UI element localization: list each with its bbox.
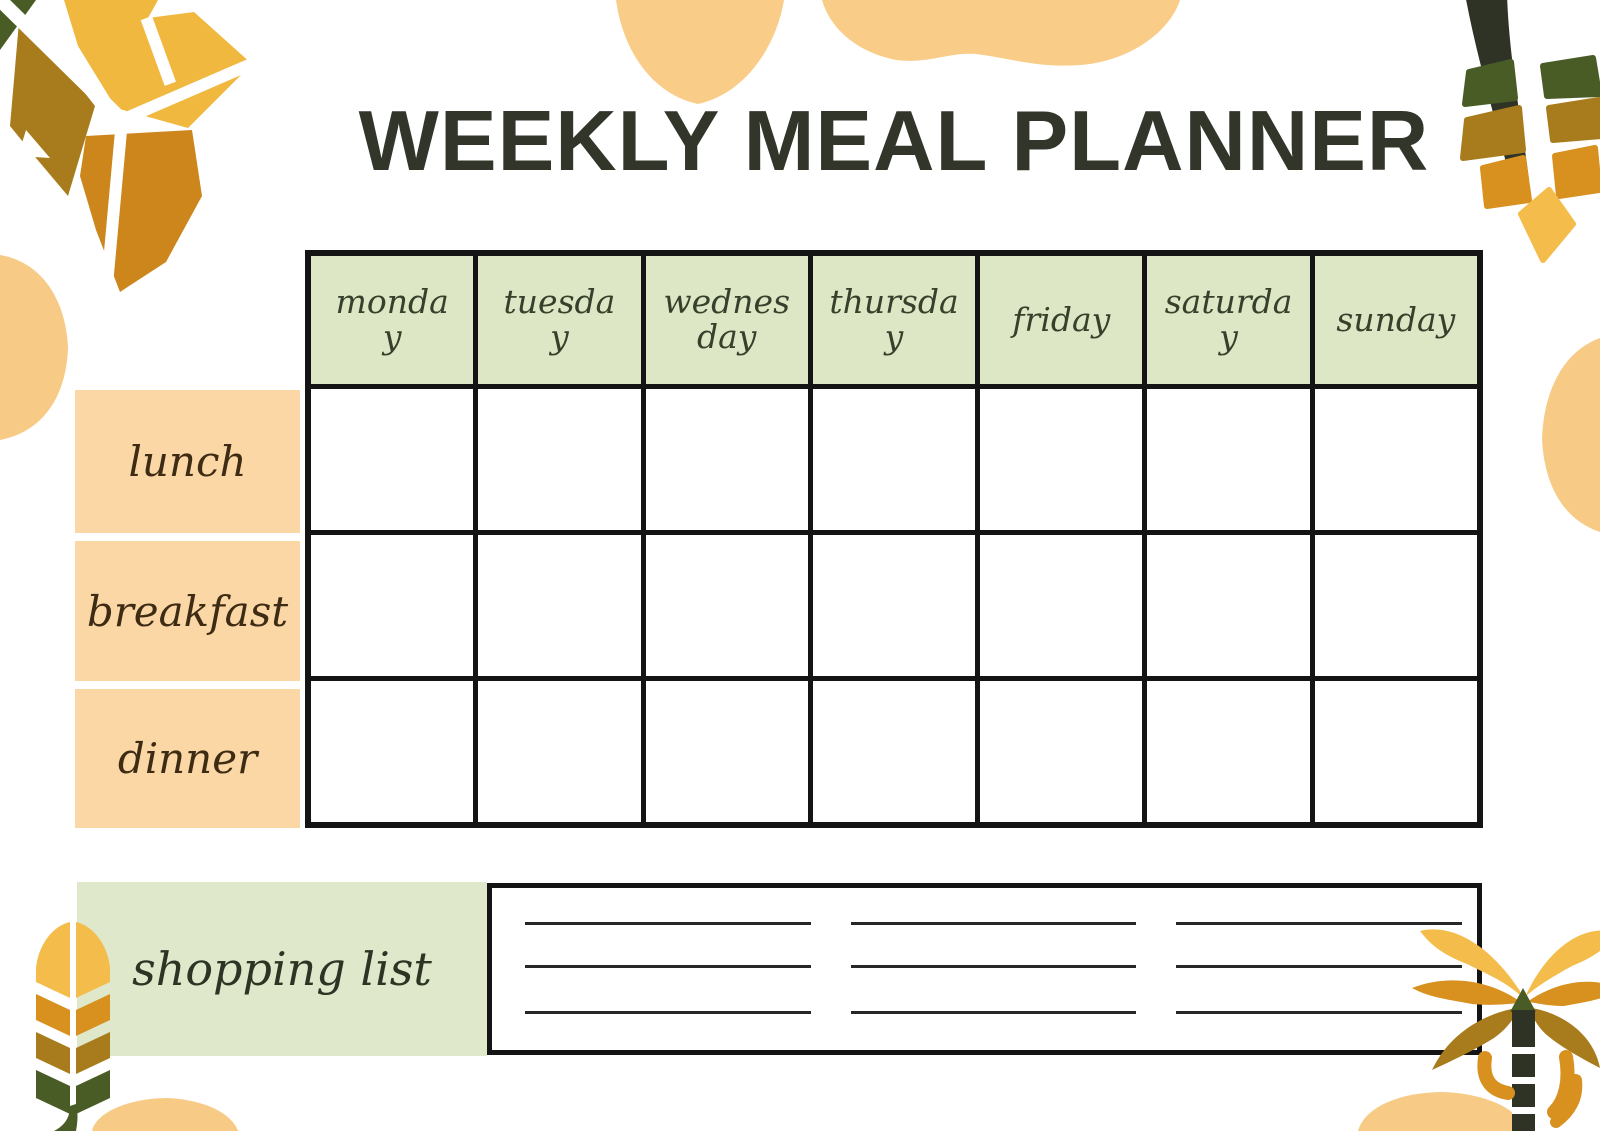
cell-friday-dinner[interactable] <box>980 681 1143 822</box>
cell-sunday-lunch[interactable] <box>1314 389 1477 530</box>
row-label-dinner: dinner <box>75 689 300 828</box>
peach-blob-right <box>1542 338 1600 532</box>
shopping-list-label: shopping list <box>77 882 487 1056</box>
day-header-sunday: sunday <box>1314 256 1477 384</box>
cell-wednesday-lunch[interactable] <box>645 389 808 530</box>
peach-blob-top-2 <box>822 0 1180 66</box>
shopping-line-7[interactable] <box>525 968 811 1014</box>
row-label-lunch: lunch <box>75 390 300 533</box>
cell-thursday-breakfast[interactable] <box>812 535 976 676</box>
shopping-line-3[interactable] <box>1176 888 1462 925</box>
shopping-line-8[interactable] <box>850 968 1137 1014</box>
cell-saturday-dinner[interactable] <box>1147 681 1310 822</box>
cell-monday-dinner[interactable] <box>311 681 474 822</box>
cell-friday-breakfast[interactable] <box>980 535 1143 676</box>
cell-tuesday-lunch[interactable] <box>478 389 641 530</box>
day-header-tuesday: tuesday <box>478 256 641 384</box>
cell-tuesday-dinner[interactable] <box>478 681 641 822</box>
day-header-monday: monday <box>311 256 474 384</box>
row-label-breakfast: breakfast <box>75 541 300 681</box>
page-title: WEEKLY MEAL PLANNER <box>358 94 1430 189</box>
peach-blob-bottom-left <box>92 1098 238 1131</box>
cell-monday-lunch[interactable] <box>311 389 474 530</box>
peach-blob-bottom-right <box>1358 1092 1526 1131</box>
cell-friday-lunch[interactable] <box>980 389 1143 530</box>
shopping-line-5[interactable] <box>850 925 1137 968</box>
day-header-wednesday: wednesday <box>645 256 808 384</box>
cell-thursday-dinner[interactable] <box>812 681 976 822</box>
shopping-list-box <box>487 883 1482 1055</box>
day-header-saturday: saturday <box>1147 256 1310 384</box>
meal-planner-table: monday tuesday wednesday thursday friday… <box>305 250 1483 828</box>
cell-saturday-lunch[interactable] <box>1147 389 1310 530</box>
shopping-line-4[interactable] <box>525 925 811 968</box>
cell-thursday-lunch[interactable] <box>812 389 976 530</box>
shopping-line-6[interactable] <box>1176 925 1462 968</box>
cell-monday-breakfast[interactable] <box>311 535 474 676</box>
cell-tuesday-breakfast[interactable] <box>478 535 641 676</box>
cell-sunday-breakfast[interactable] <box>1314 535 1477 676</box>
day-header-thursday: thursday <box>812 256 976 384</box>
maple-leaf-icon <box>0 0 259 297</box>
cell-wednesday-dinner[interactable] <box>645 681 808 822</box>
peach-blob-left <box>0 255 68 440</box>
cell-wednesday-breakfast[interactable] <box>645 535 808 676</box>
peach-blob-top-1 <box>616 0 784 104</box>
day-header-friday: friday <box>980 256 1143 384</box>
segmented-leaf-icon <box>1460 0 1600 263</box>
cell-saturday-breakfast[interactable] <box>1147 535 1310 676</box>
shopping-line-1[interactable] <box>525 888 811 925</box>
shopping-line-2[interactable] <box>850 888 1137 925</box>
shopping-line-9[interactable] <box>1176 968 1462 1014</box>
cell-sunday-dinner[interactable] <box>1314 681 1477 822</box>
